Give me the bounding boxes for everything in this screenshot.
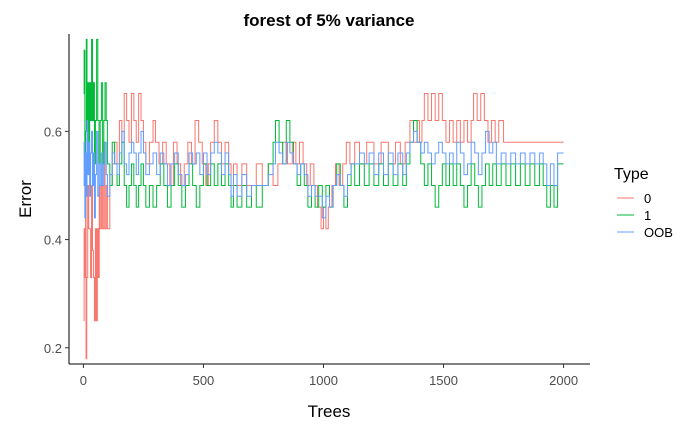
series-line-0 [83,93,564,360]
plot-area: 0 500 1000 1500 2000 0.2 0.4 0.6 [44,34,590,388]
y-tick-label: 0.6 [44,124,62,139]
y-axis-ticks: 0.2 0.4 0.6 [44,124,69,356]
y-tick-label: 0.4 [44,233,62,248]
legend: Type 0 1 OOB [614,166,673,240]
y-tick-label: 0.2 [44,341,62,356]
legend-items: 0 1 OOB [617,191,673,240]
x-tick-label: 1000 [309,373,338,388]
x-tick-label: 500 [193,373,215,388]
y-axis-title: Error [16,180,35,218]
legend-title: Type [614,166,649,183]
legend-label-oob: OOB [644,225,673,240]
series-line-oob [83,120,564,219]
x-tick-label: 2000 [549,373,578,388]
chart-title: forest of 5% variance [243,11,414,30]
legend-label-1: 1 [644,208,651,223]
legend-label-0: 0 [644,191,651,206]
x-axis-ticks: 0 500 1000 1500 2000 [80,364,578,388]
series-layer [83,38,564,360]
x-tick-label: 1500 [429,373,458,388]
x-tick-label: 0 [80,373,87,388]
x-axis-title: Trees [308,402,351,421]
series-line-1 [83,38,564,208]
